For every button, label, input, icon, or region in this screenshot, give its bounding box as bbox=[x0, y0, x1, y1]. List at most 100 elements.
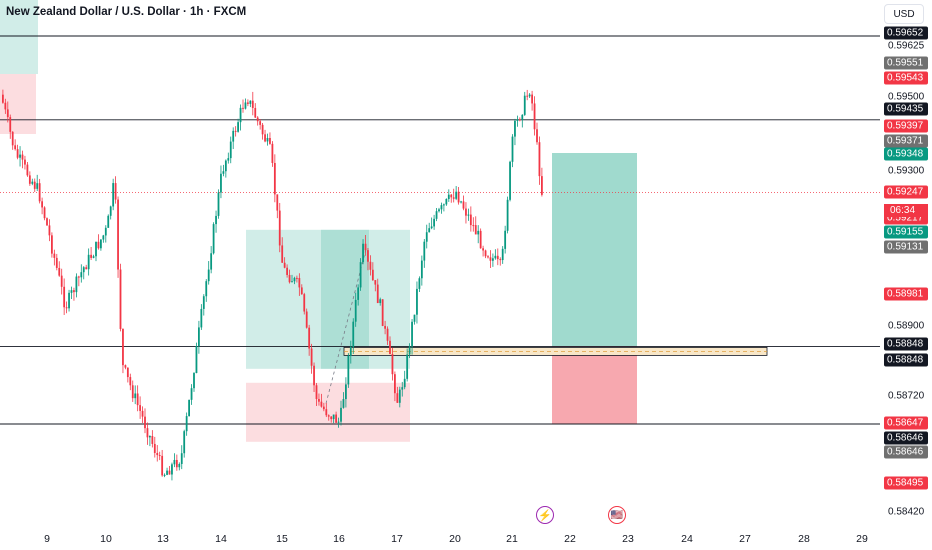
candle-body bbox=[190, 388, 193, 400]
candle-body bbox=[48, 225, 51, 236]
candle-body bbox=[325, 409, 328, 416]
time-tick-label: 16 bbox=[333, 533, 345, 545]
candle-body bbox=[504, 230, 507, 249]
candle-body bbox=[465, 208, 467, 216]
candle-body bbox=[406, 354, 409, 379]
candle-body bbox=[73, 290, 75, 293]
candle-body bbox=[455, 191, 458, 199]
candle-body bbox=[526, 95, 529, 97]
price-badge: 0.59131 bbox=[884, 240, 928, 254]
candle-body bbox=[423, 241, 426, 261]
long-stop-zone bbox=[246, 382, 410, 442]
candle-body bbox=[369, 261, 372, 270]
candle-body bbox=[332, 414, 335, 420]
candle-body bbox=[122, 328, 124, 366]
candle-body bbox=[41, 201, 43, 208]
candle-body bbox=[511, 136, 514, 162]
candle-body bbox=[293, 277, 296, 282]
candle-body bbox=[430, 226, 433, 229]
candle-body bbox=[305, 311, 308, 328]
candle-body bbox=[308, 327, 311, 349]
candle-body bbox=[374, 280, 377, 285]
candle-body bbox=[14, 145, 17, 150]
candle-body bbox=[215, 215, 217, 225]
lightning-icon[interactable]: ⚡ bbox=[536, 506, 554, 524]
candle-body bbox=[364, 243, 367, 251]
candle-body bbox=[249, 100, 252, 104]
candle-body bbox=[447, 194, 450, 199]
candle-body bbox=[166, 470, 168, 475]
time-tick-label: 29 bbox=[856, 533, 868, 545]
candle-body bbox=[168, 470, 171, 475]
candle-body bbox=[114, 183, 117, 200]
candle-body bbox=[531, 94, 533, 104]
time-tick-label: 14 bbox=[215, 533, 227, 545]
us-flag-icon[interactable]: 🇺🇸 bbox=[608, 506, 626, 524]
candle-body bbox=[149, 435, 151, 438]
candle-body bbox=[411, 321, 413, 347]
candle-body bbox=[322, 406, 325, 410]
candle-body bbox=[433, 218, 435, 227]
candle-body bbox=[521, 114, 524, 121]
candle-body bbox=[153, 443, 156, 454]
candle-body bbox=[354, 299, 357, 322]
candle-body bbox=[254, 107, 257, 118]
price-tick-label: 0.59500 bbox=[888, 91, 925, 103]
candle-body bbox=[443, 204, 445, 206]
price-chart[interactable] bbox=[0, 0, 880, 525]
candle-body bbox=[188, 399, 190, 417]
candle-body bbox=[156, 453, 159, 456]
candle-body bbox=[171, 464, 173, 475]
candle-body bbox=[501, 248, 504, 261]
candle-body bbox=[38, 183, 41, 202]
candle-body bbox=[65, 307, 68, 309]
candle-body bbox=[247, 102, 249, 104]
chart-title: New Zealand Dollar / U.S. Dollar · 1h · … bbox=[6, 6, 247, 18]
candle-body bbox=[259, 121, 262, 125]
candle-body bbox=[212, 224, 215, 254]
currency-button[interactable]: USD bbox=[884, 4, 924, 24]
candle-body bbox=[58, 267, 61, 276]
candle-body bbox=[357, 287, 360, 300]
candle-body bbox=[518, 119, 521, 121]
candle-body bbox=[371, 269, 374, 281]
candle-body bbox=[85, 267, 88, 270]
candle-body bbox=[36, 183, 39, 189]
candle-body bbox=[408, 346, 411, 355]
candle-body bbox=[26, 164, 29, 176]
candle-body bbox=[217, 192, 220, 216]
price-badge: 0.58647 bbox=[884, 416, 928, 430]
short-stop-zone bbox=[552, 346, 637, 424]
candle-body bbox=[222, 171, 225, 174]
candle-body bbox=[298, 278, 301, 288]
candle-body bbox=[467, 214, 470, 216]
candle-body bbox=[175, 459, 178, 468]
candle-body bbox=[516, 119, 519, 121]
candle-body bbox=[131, 385, 134, 399]
candle-body bbox=[320, 401, 323, 407]
candle-body bbox=[381, 299, 384, 326]
candle-body bbox=[457, 191, 460, 203]
candle-body bbox=[256, 117, 259, 122]
price-badge: 0.58495 bbox=[884, 476, 928, 490]
candle-body bbox=[327, 415, 330, 417]
price-axis[interactable]: 0.59625 0.59500 0.59300 0.58900 0.58720 0.584… bbox=[880, 0, 932, 525]
candle-body bbox=[16, 149, 19, 158]
long-target-zone-active bbox=[321, 229, 369, 369]
time-tick-label: 13 bbox=[157, 533, 169, 545]
candle-body bbox=[533, 103, 536, 130]
candle-body bbox=[92, 256, 95, 258]
price-badge: 0.59155 bbox=[884, 225, 928, 239]
candle-body bbox=[251, 100, 254, 108]
time-tick-label: 27 bbox=[739, 533, 751, 545]
price-badge: 0.58848 bbox=[884, 337, 928, 351]
candle-body bbox=[117, 199, 119, 270]
candle-body bbox=[82, 267, 85, 273]
candle-body bbox=[97, 241, 100, 249]
candle-body bbox=[313, 365, 315, 386]
time-tick-label: 20 bbox=[449, 533, 461, 545]
candle-body bbox=[242, 107, 244, 109]
candle-body bbox=[450, 194, 453, 198]
candle-body bbox=[112, 183, 115, 207]
candle-body bbox=[496, 255, 499, 260]
